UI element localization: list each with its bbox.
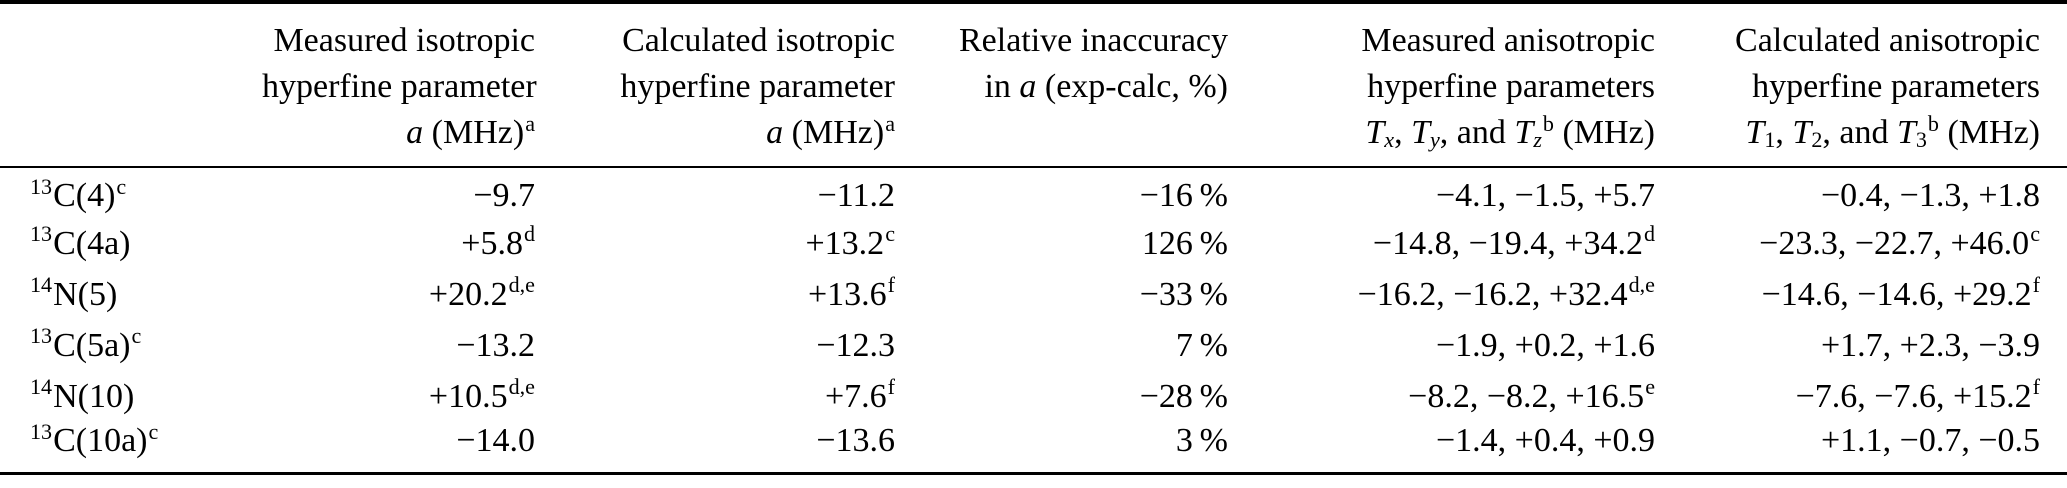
header-line: a (MHz)a	[406, 110, 535, 151]
cell-calculated-anisotropic: −7.6, −7.6, +15.2f	[1795, 374, 2040, 415]
cell-relative-inaccuracy: −33 %	[1139, 275, 1228, 313]
header-line: Calculated isotropic	[622, 22, 895, 59]
header-line: Calculated anisotropic	[1735, 22, 2040, 59]
cell-measured-isotropic: −9.7	[473, 177, 535, 214]
cell-measured-isotropic: +10.5d,e	[428, 374, 535, 415]
col-header-calculated-isotropic: Calculated isotropic hyperfine parameter…	[535, 2, 895, 168]
cell-calculated-isotropic: +7.6f	[824, 374, 895, 415]
cell-measured-anisotropic: −16.2, −16.2, +32.4d,e	[1357, 272, 1655, 313]
cell-measured-isotropic: +20.2d,e	[428, 272, 535, 313]
cell-nucleus: 13C(10a)c	[30, 418, 159, 459]
header-line: Measured isotropic	[273, 22, 535, 59]
header-line: hyperfine parameter	[620, 68, 895, 105]
cell-nucleus: 14N(5)	[30, 272, 118, 313]
table-body: 13C(4)c −9.7 −11.2 −16 % −4.1, −1.5, +5.…	[0, 167, 2067, 474]
table-row: 14N(10) +10.5d,e +7.6f −28 % −8.2, −8.2,…	[0, 371, 2067, 422]
header-row: Measured isotropic hyperfine parameter a…	[0, 2, 2067, 168]
hyperfine-parameters-table: Measured isotropic hyperfine parameter a…	[0, 0, 2067, 475]
header-line: Relative inaccuracy	[958, 22, 1228, 59]
cell-calculated-anisotropic: +1.7, +2.3, −3.9	[1820, 326, 2040, 364]
cell-measured-anisotropic: −1.4, +0.4, +0.9	[1435, 422, 1655, 459]
cell-nucleus: 14N(10)	[30, 374, 135, 415]
header-line: T1, T2, and T3b (MHz)	[1745, 110, 2040, 152]
cell-measured-isotropic: +5.8d	[461, 221, 535, 262]
cell-relative-inaccuracy: −16 %	[1139, 177, 1228, 214]
table-row: 13C(5a)c −13.2 −12.3 7 % −1.9, +0.2, +1.…	[0, 320, 2067, 371]
cell-relative-inaccuracy: −28 %	[1139, 377, 1228, 415]
cell-measured-anisotropic: −4.1, −1.5, +5.7	[1435, 177, 1655, 214]
cell-relative-inaccuracy: 3 %	[1175, 422, 1228, 459]
header-line: in a (exp-calc, %)	[984, 68, 1228, 105]
cell-calculated-isotropic: −13.6	[816, 422, 895, 459]
cell-calculated-isotropic: −12.3	[816, 326, 895, 364]
col-header-relative-inaccuracy: Relative inaccuracy in a (exp-calc, %)	[895, 2, 1228, 168]
col-header-measured-anisotropic: Measured anisotropic hyperfine parameter…	[1228, 2, 1655, 168]
cell-nucleus: 13C(5a)c	[30, 323, 142, 364]
col-header-nucleus	[0, 2, 262, 168]
header-line: Measured anisotropic	[1361, 22, 1655, 59]
table-row: 13C(10a)c −14.0 −13.6 3 % −1.4, +0.4, +0…	[0, 418, 2067, 474]
header-line: hyperfine parameters	[1367, 68, 1655, 105]
cell-measured-anisotropic: −14.8, −19.4, +34.2d	[1372, 221, 1655, 262]
cell-calculated-isotropic: +13.2c	[805, 221, 896, 262]
cell-calculated-anisotropic: +1.1, −0.7, −0.5	[1820, 422, 2040, 459]
table-row: 13C(4)c −9.7 −11.2 −16 % −4.1, −1.5, +5.…	[0, 167, 2067, 218]
cell-calculated-anisotropic: −23.3, −22.7, +46.0c	[1759, 221, 2040, 262]
table-row: 13C(4a) +5.8d +13.2c 126 % −14.8, −19.4,…	[0, 218, 2067, 269]
cell-calculated-isotropic: +13.6f	[807, 272, 895, 313]
cell-relative-inaccuracy: 7 %	[1175, 326, 1228, 364]
cell-relative-inaccuracy: 126 %	[1141, 224, 1228, 262]
header-line: Tx, Ty, and Tzb (MHz)	[1365, 110, 1655, 152]
header-line: hyperfine parameters	[1752, 68, 2040, 105]
col-header-measured-isotropic: Measured isotropic hyperfine parameter a…	[262, 2, 537, 168]
cell-measured-anisotropic: −1.9, +0.2, +1.6	[1435, 326, 1655, 364]
table-header: Measured isotropic hyperfine parameter a…	[0, 2, 2067, 168]
cell-measured-isotropic: −13.2	[456, 326, 535, 364]
col-header-calculated-anisotropic: Calculated anisotropic hyperfine paramet…	[1655, 2, 2067, 168]
header-line: hyperfine parameter	[262, 68, 537, 105]
cell-calculated-anisotropic: −14.6, −14.6, +29.2f	[1761, 272, 2040, 313]
table-row: 14N(5) +20.2d,e +13.6f −33 % −16.2, −16.…	[0, 269, 2067, 320]
cell-calculated-isotropic: −11.2	[817, 177, 895, 214]
cell-calculated-anisotropic: −0.4, −1.3, +1.8	[1820, 177, 2040, 214]
header-line: a (MHz)a	[766, 110, 895, 151]
cell-nucleus: 13C(4a)	[30, 221, 131, 262]
cell-measured-anisotropic: −8.2, −8.2, +16.5e	[1408, 374, 1655, 415]
cell-nucleus: 13C(4)c	[30, 173, 127, 214]
cell-measured-isotropic: −14.0	[456, 422, 535, 459]
